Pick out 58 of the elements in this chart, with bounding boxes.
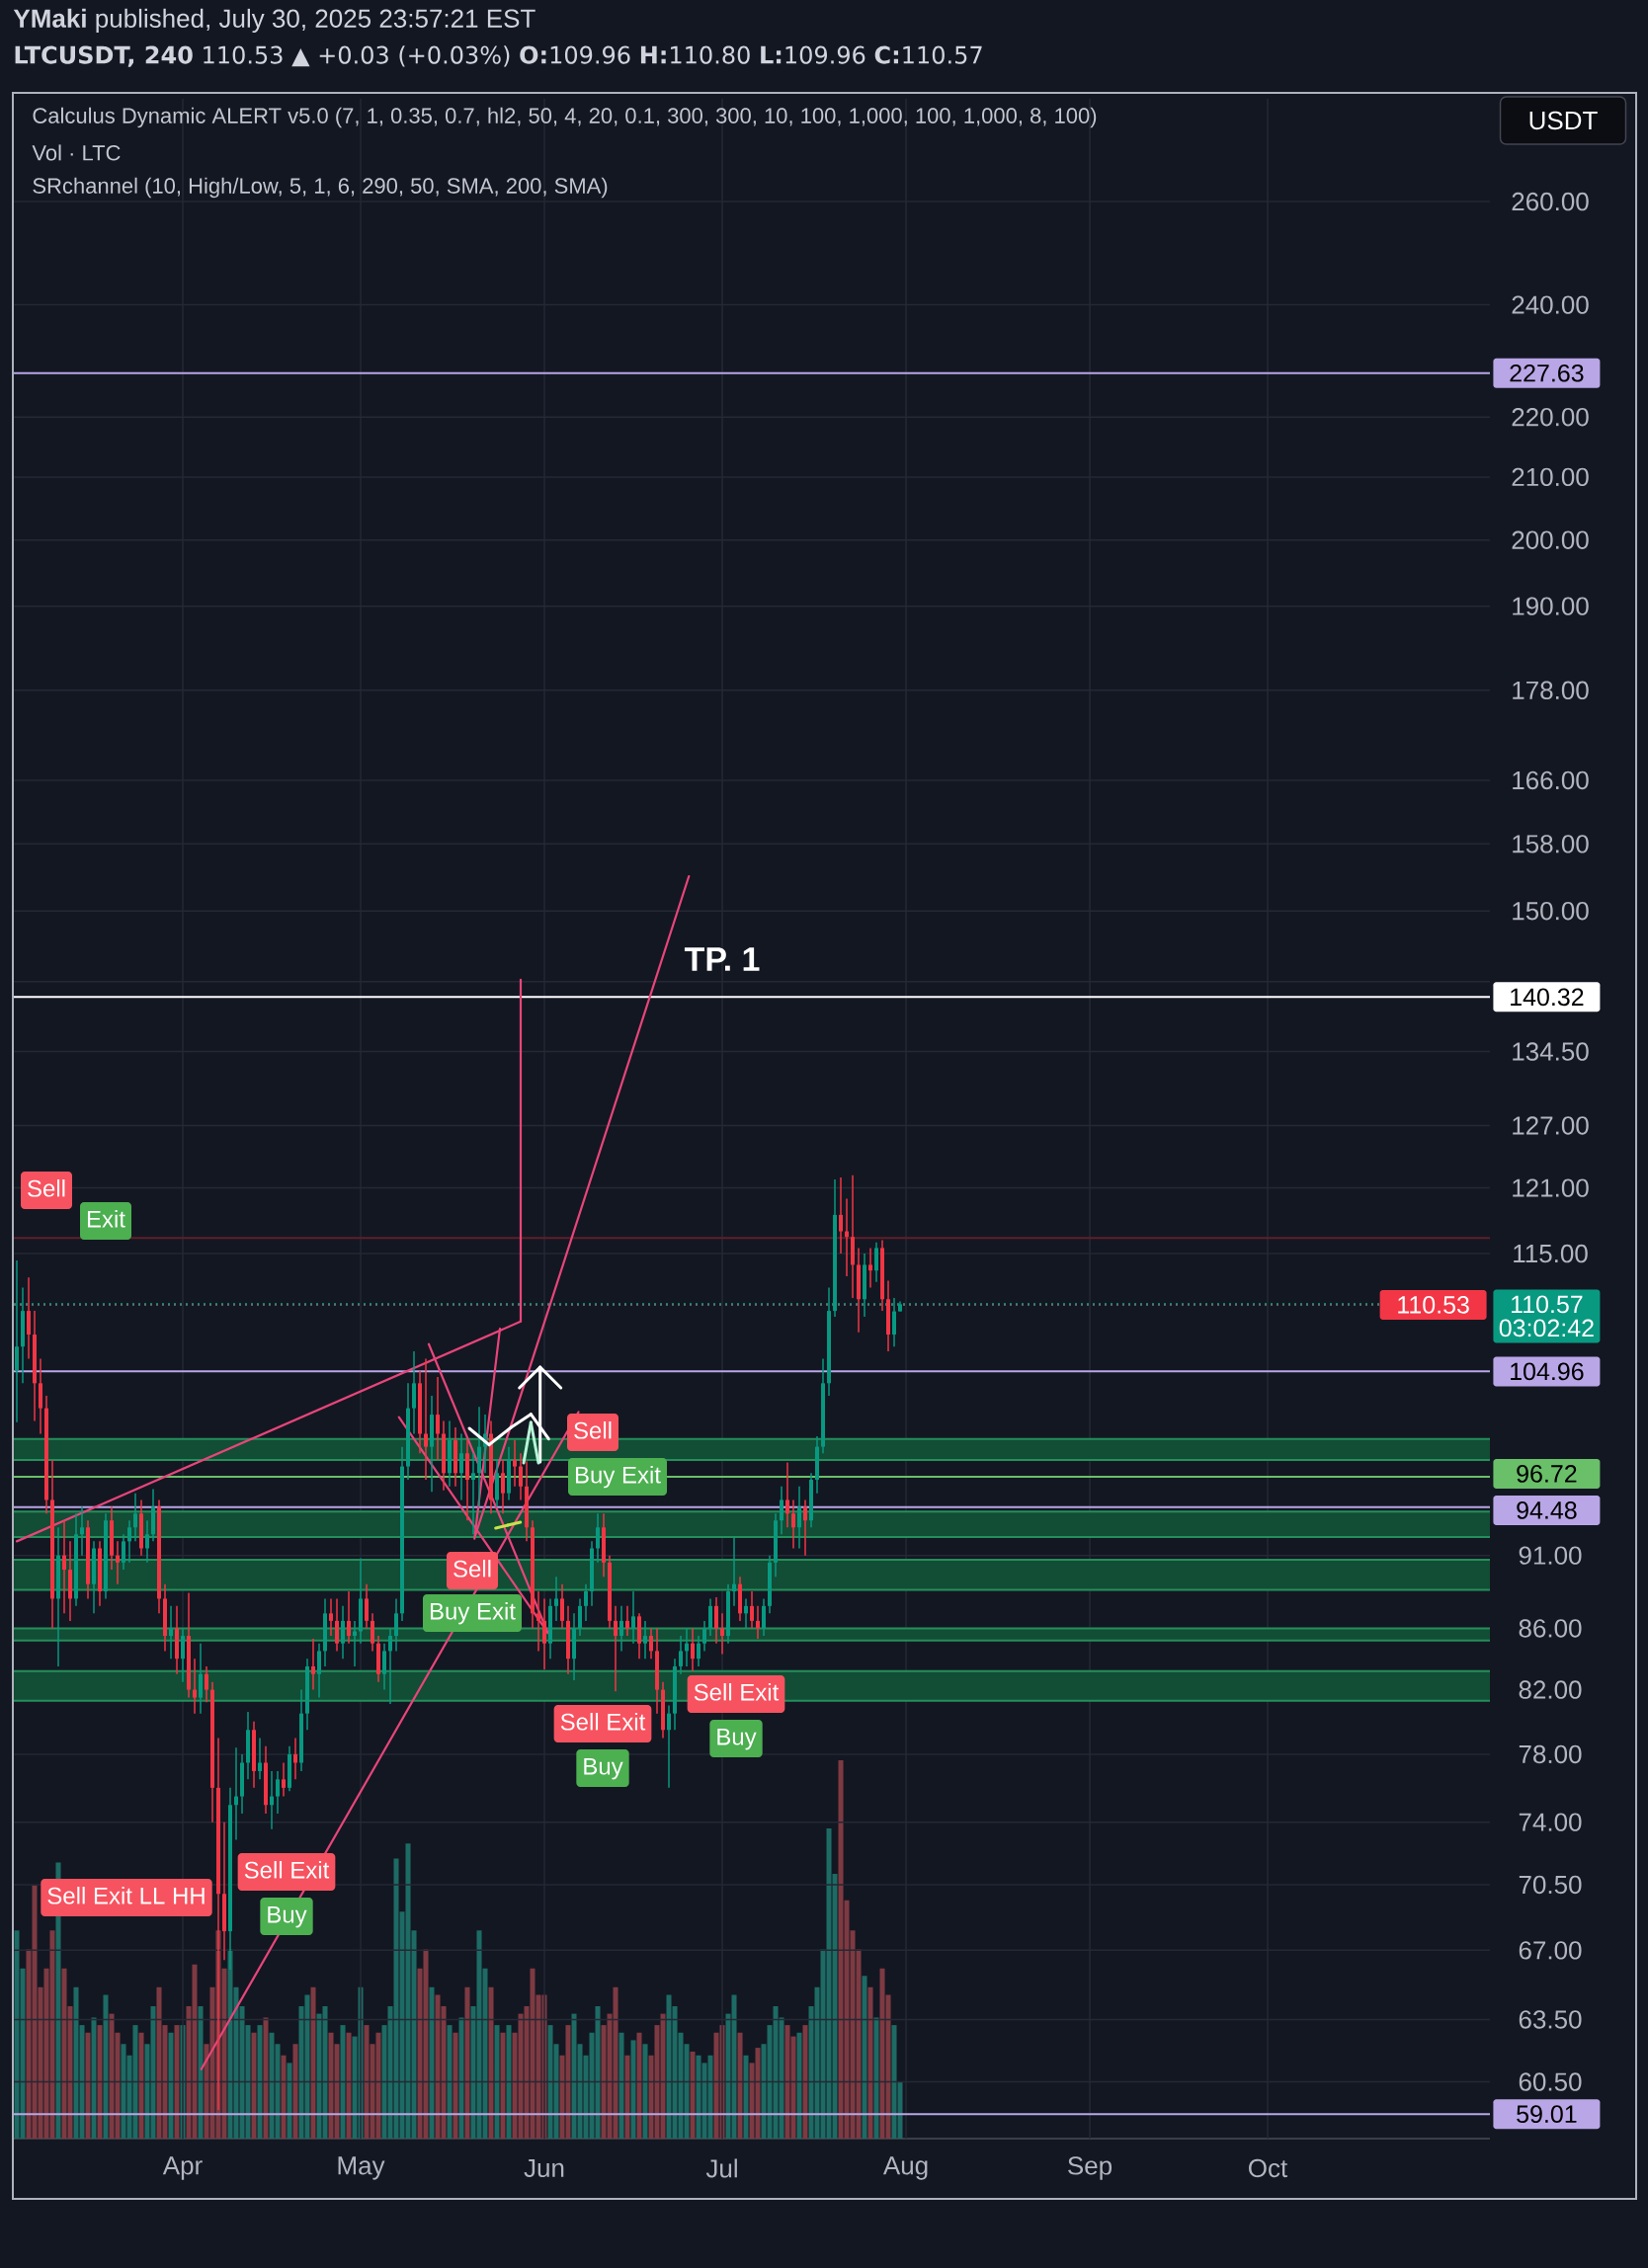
ref-line-label: 140.32 bbox=[1511, 988, 1584, 1007]
y-tick-label: 220.00 bbox=[1512, 407, 1589, 427]
y-tick-label: 82.00 bbox=[1519, 1680, 1582, 1699]
annotation: Buy bbox=[584, 1757, 623, 1780]
x-tick-label: Jul bbox=[705, 2158, 737, 2178]
y-tick-label: 150.00 bbox=[1513, 901, 1589, 921]
annotation: Sell bbox=[453, 1560, 491, 1578]
y-tick-label: 178.00 bbox=[1513, 681, 1589, 700]
y-tick-label: 166.00 bbox=[1513, 770, 1589, 790]
y-tick-label: 91.00 bbox=[1519, 1546, 1582, 1565]
y-tick-label: 134.50 bbox=[1513, 1042, 1589, 1061]
annotation: Sell Exit LL HH bbox=[47, 1887, 205, 1904]
x-tick-label: Apr bbox=[162, 2156, 203, 2180]
y-tick-label: 127.00 bbox=[1513, 1116, 1589, 1135]
y-tick-label: 115.00 bbox=[1514, 1244, 1588, 1263]
text: LTCUSDT, 240 110.53 ▲ +0.03 (+0.03%) O:109.96 H:110.80 L:109.96 C:110.57 bbox=[15, 45, 982, 67]
annotation: SRchannel (10, High/Low, 5, 1, 6, 290, 50, SMA, 200, SMA) bbox=[33, 177, 608, 199]
y-tick-label: 86.00 bbox=[1519, 1619, 1582, 1638]
ref-line-label: 59.01 bbox=[1517, 2105, 1577, 2124]
y-tick-label: 121.00 bbox=[1513, 1178, 1589, 1197]
y-tick-label: 240.00 bbox=[1512, 295, 1589, 314]
y-tick-label: 74.00 bbox=[1519, 1813, 1582, 1831]
x-tick-label: May bbox=[338, 2156, 385, 2180]
y-tick-label: 200.00 bbox=[1512, 530, 1589, 549]
y-tick-label: 260.00 bbox=[1512, 192, 1589, 211]
y-tick-label: 78.00 bbox=[1519, 1744, 1582, 1764]
annotation: Sell Exit bbox=[694, 1683, 780, 1701]
x-tick-label: Oct bbox=[1249, 2158, 1288, 2178]
annotation: Calculus Dynamic ALERT v5.0 (7, 1, 0.35, 0.7, hl2, 50, 4, 20, 0.1, 300, 300, 10, 100, 1,000, 100, 1,000, 8, 100) bbox=[33, 107, 1097, 128]
ref-line-label: 94.48 bbox=[1517, 1501, 1577, 1519]
annotation: Sell Exit bbox=[560, 1713, 646, 1731]
annotation: Buy bbox=[717, 1728, 757, 1750]
annotation: Buy bbox=[268, 1905, 307, 1928]
ref-line-label: 110.53 bbox=[1398, 1296, 1469, 1314]
y-tick-label: 63.50 bbox=[1519, 2010, 1582, 2029]
y-axis-title: USDT bbox=[1529, 111, 1598, 130]
annotation: Sell bbox=[574, 1421, 612, 1439]
y-tick-label: 190.00 bbox=[1513, 597, 1589, 615]
annotation: Buy Exit bbox=[430, 1602, 516, 1625]
ref-line-label: 110.57 03:02:42 bbox=[1499, 1295, 1594, 1337]
annotation: Sell Exit bbox=[244, 1861, 330, 1879]
y-tick-label: 67.00 bbox=[1519, 1941, 1582, 1960]
chart-title: Vol · LTC bbox=[32, 144, 121, 161]
y-tick-label: 210.00 bbox=[1512, 467, 1589, 487]
y-tick-label: 70.50 bbox=[1519, 1875, 1582, 1895]
annotation: TP. 1 bbox=[684, 947, 760, 971]
x-tick-label: Jun bbox=[524, 2158, 564, 2178]
annotation: Buy Exit bbox=[575, 1466, 661, 1489]
ref-line-label: 104.96 bbox=[1511, 1362, 1584, 1381]
chart-title: YMaki published, July 30, 2025 23:57:21 EST bbox=[13, 8, 536, 34]
y-tick-label: 158.00 bbox=[1513, 835, 1589, 853]
x-tick-label: Aug bbox=[882, 2156, 928, 2180]
annotation: Sell bbox=[28, 1179, 65, 1197]
x-tick-label: Sep bbox=[1068, 2156, 1112, 2180]
ref-line-label: 227.63 bbox=[1510, 364, 1584, 382]
annotation: Exit bbox=[87, 1210, 125, 1228]
y-tick-label: 60.50 bbox=[1519, 2072, 1582, 2091]
ref-line-label: 96.72 bbox=[1517, 1465, 1577, 1483]
